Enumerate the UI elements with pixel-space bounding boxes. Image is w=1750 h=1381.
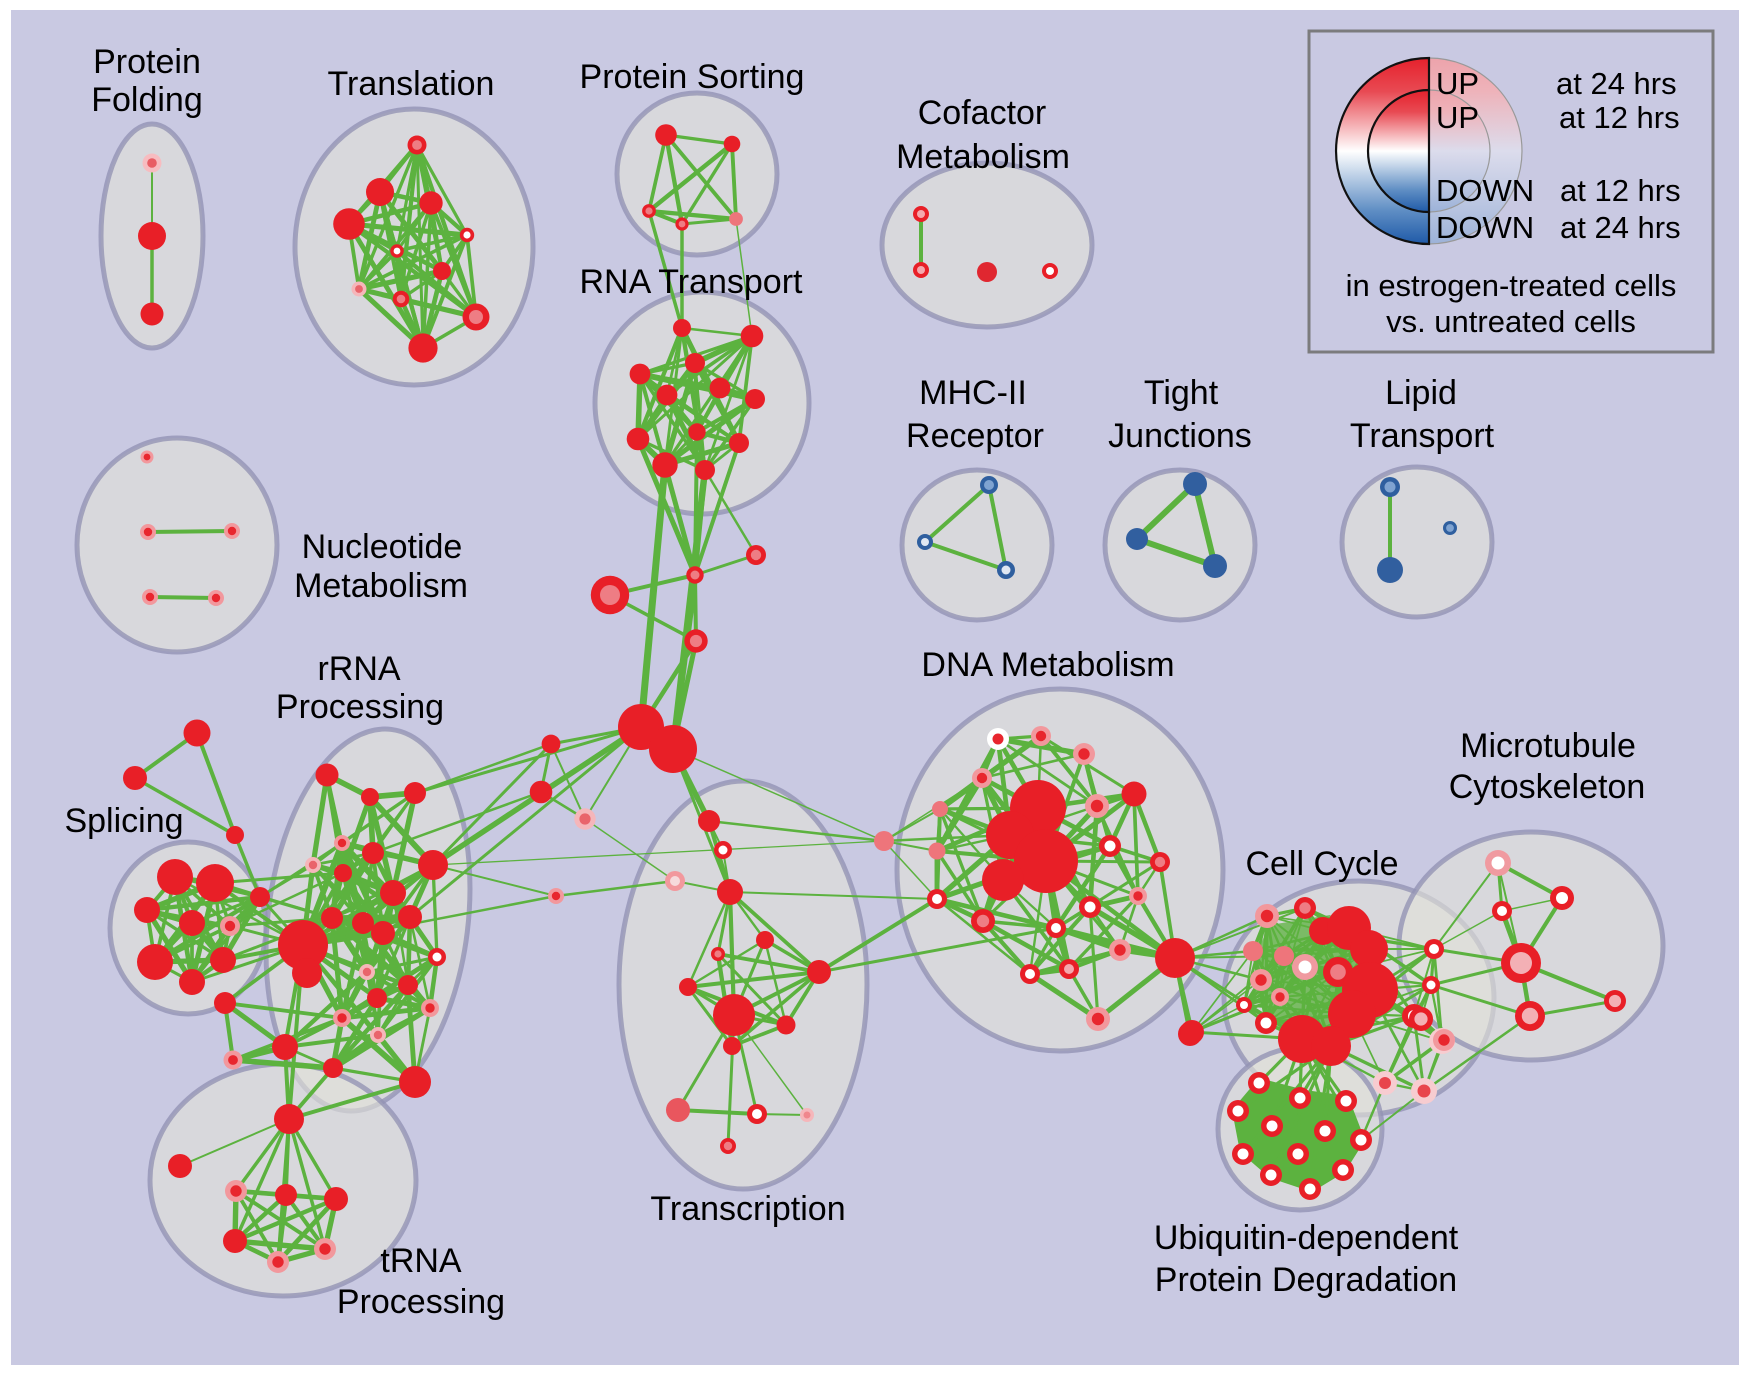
svg-text:vs. untreated cells: vs. untreated cells [1386, 304, 1636, 339]
svg-text:MHC-II: MHC-II [919, 374, 1027, 412]
svg-text:Cytoskeleton: Cytoskeleton [1449, 768, 1646, 806]
svg-text:Processing: Processing [276, 688, 444, 726]
svg-text:at 24 hrs: at 24 hrs [1556, 66, 1677, 101]
svg-text:Receptor: Receptor [906, 417, 1044, 455]
svg-text:Cell Cycle: Cell Cycle [1245, 845, 1398, 883]
svg-text:DOWN: DOWN [1436, 210, 1534, 245]
svg-text:Folding: Folding [91, 81, 203, 119]
svg-text:rRNA: rRNA [317, 650, 400, 688]
svg-text:DOWN: DOWN [1436, 173, 1534, 208]
svg-text:Transport: Transport [1350, 417, 1495, 455]
svg-text:at 12 hrs: at 12 hrs [1560, 173, 1681, 208]
svg-text:Microtubule: Microtubule [1460, 727, 1636, 765]
svg-text:Protein: Protein [93, 43, 201, 81]
svg-text:Junctions: Junctions [1108, 417, 1252, 455]
svg-text:at 24 hrs: at 24 hrs [1560, 210, 1681, 245]
svg-text:Lipid: Lipid [1385, 374, 1457, 412]
svg-text:tRNA: tRNA [380, 1242, 462, 1280]
svg-text:DNA Metabolism: DNA Metabolism [921, 646, 1174, 684]
svg-text:Protein Degradation: Protein Degradation [1155, 1261, 1457, 1299]
svg-text:at 12 hrs: at 12 hrs [1559, 100, 1680, 135]
svg-text:UP: UP [1436, 66, 1479, 101]
svg-text:Protein Sorting: Protein Sorting [580, 58, 805, 96]
svg-text:Tight: Tight [1144, 374, 1219, 412]
svg-text:Metabolism: Metabolism [896, 138, 1070, 176]
svg-text:Transcription: Transcription [650, 1190, 845, 1228]
svg-text:Cofactor: Cofactor [918, 94, 1047, 132]
svg-text:Nucleotide: Nucleotide [302, 528, 463, 566]
svg-text:RNA Transport: RNA Transport [580, 263, 804, 301]
svg-text:Metabolism: Metabolism [294, 567, 468, 605]
svg-text:Processing: Processing [337, 1283, 505, 1321]
svg-text:Splicing: Splicing [64, 802, 183, 840]
svg-text:in estrogen-treated cells: in estrogen-treated cells [1346, 268, 1677, 303]
svg-text:UP: UP [1436, 100, 1479, 135]
svg-text:Translation: Translation [328, 65, 495, 103]
svg-text:Ubiquitin-dependent: Ubiquitin-dependent [1154, 1219, 1459, 1257]
